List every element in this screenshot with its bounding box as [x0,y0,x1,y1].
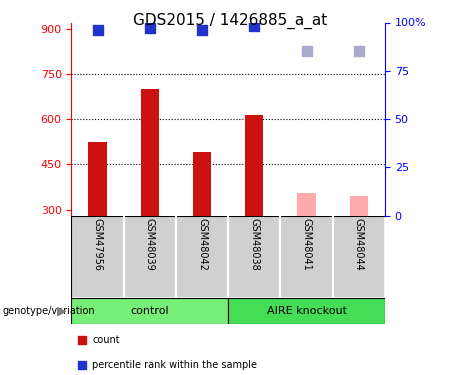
Bar [245,114,264,216]
Point [146,25,154,31]
Bar [71,216,124,298]
Text: GSM47956: GSM47956 [93,218,103,271]
Point [303,48,310,54]
Text: GSM48042: GSM48042 [197,218,207,271]
Bar [228,216,280,298]
Text: GSM48039: GSM48039 [145,218,155,271]
Text: AIRE knockout: AIRE knockout [266,306,347,316]
Text: GSM48044: GSM48044 [354,218,364,271]
Bar [333,216,385,298]
Point [78,362,86,368]
Bar [141,89,159,216]
Point [251,23,258,29]
Point [94,27,101,33]
Bar [89,142,106,216]
Point [355,48,362,54]
Bar [124,216,176,298]
Bar [176,216,228,298]
Text: ▶: ▶ [57,305,67,318]
Bar [193,152,211,216]
Bar [228,298,385,324]
Text: GSM48038: GSM48038 [249,218,260,271]
Text: percentile rank within the sample: percentile rank within the sample [92,360,257,369]
Text: count: count [92,335,120,345]
Text: GDS2015 / 1426885_a_at: GDS2015 / 1426885_a_at [133,13,328,29]
Text: genotype/variation: genotype/variation [2,306,95,316]
Point [198,27,206,33]
Point [78,337,86,343]
Text: GSM48041: GSM48041 [301,218,312,271]
Bar [297,193,316,216]
Bar [71,298,228,324]
Text: control: control [130,306,169,316]
Bar [280,216,333,298]
Bar [349,196,368,216]
